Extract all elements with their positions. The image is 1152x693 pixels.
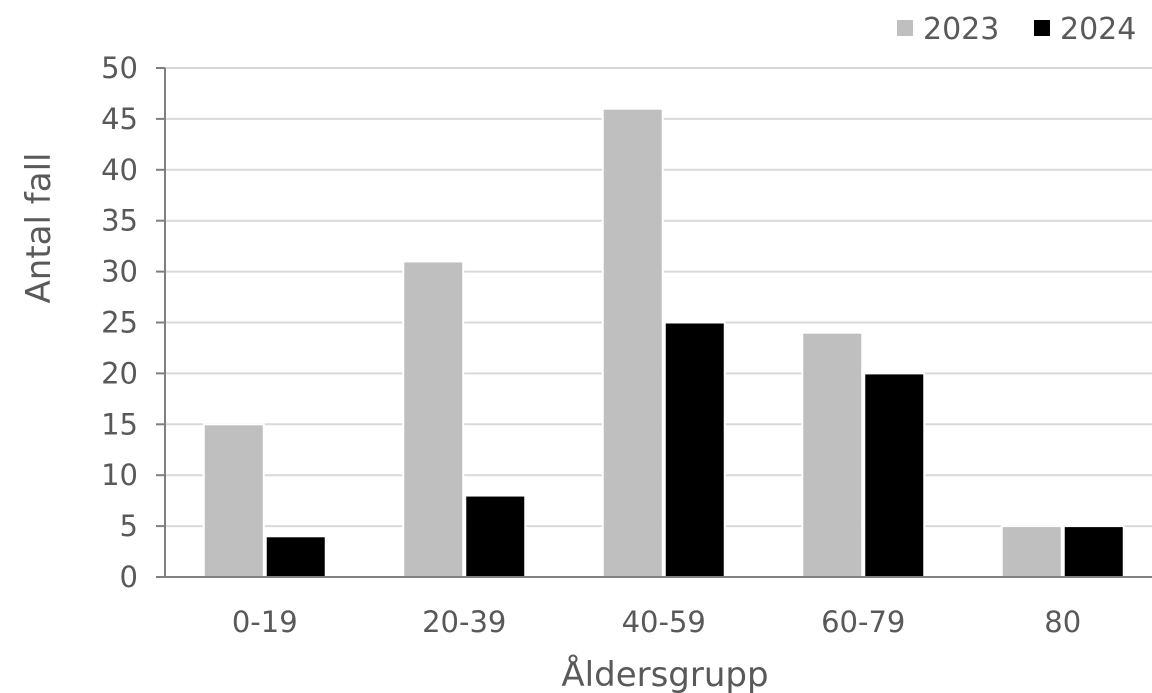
legend: 2023 2024 — [897, 12, 1136, 47]
x-tick-label-40-59: 40-59 — [622, 605, 706, 639]
y-tick-label-45: 45 — [101, 102, 138, 136]
bar-2024-40-59 — [663, 321, 726, 578]
x-tick-labels: 0-19 20-39 40-59 60-79 80 — [232, 605, 1081, 639]
y-tick-label-5: 5 — [120, 509, 138, 543]
bar-2024-20-39 — [464, 494, 527, 578]
bar-2023-20-39 — [402, 260, 465, 578]
bar-2024-60-79 — [863, 372, 926, 578]
y-tick-label-0: 0 — [120, 560, 138, 594]
x-tick-label-60-79: 60-79 — [821, 605, 905, 639]
y-axis-title: Antal fall — [19, 153, 59, 304]
y-tick-labels: 0 5 10 15 20 25 30 35 40 45 50 — [101, 51, 138, 594]
x-axis-title: Åldersgrupp — [561, 654, 768, 693]
y-tick-label-15: 15 — [101, 407, 138, 441]
bars — [202, 107, 1125, 579]
legend-label-2024: 2024 — [1060, 12, 1136, 47]
bar-2023-60-79 — [801, 331, 864, 578]
legend-swatch-2024 — [1034, 20, 1050, 36]
x-tick-label-0-19: 0-19 — [232, 605, 298, 639]
bar-2024-0-19 — [264, 535, 327, 579]
bar-2023-80 — [1000, 525, 1063, 578]
y-tick-label-30: 30 — [101, 255, 138, 289]
y-tick-label-50: 50 — [101, 51, 138, 85]
bar-2024-80 — [1062, 525, 1125, 578]
y-tick-label-40: 40 — [101, 153, 138, 187]
legend-label-2023: 2023 — [923, 12, 999, 47]
x-tick-label-80: 80 — [1044, 605, 1081, 639]
bar-2023-40-59 — [601, 107, 664, 578]
bar-2023-0-19 — [202, 423, 265, 578]
legend-swatch-2023 — [897, 20, 913, 36]
y-tick-label-10: 10 — [101, 458, 138, 492]
y-tick-label-20: 20 — [101, 356, 138, 390]
y-tick-label-25: 25 — [101, 306, 138, 340]
y-tick-label-35: 35 — [101, 204, 138, 238]
axes — [156, 67, 1152, 578]
x-tick-label-20-39: 20-39 — [422, 605, 506, 639]
